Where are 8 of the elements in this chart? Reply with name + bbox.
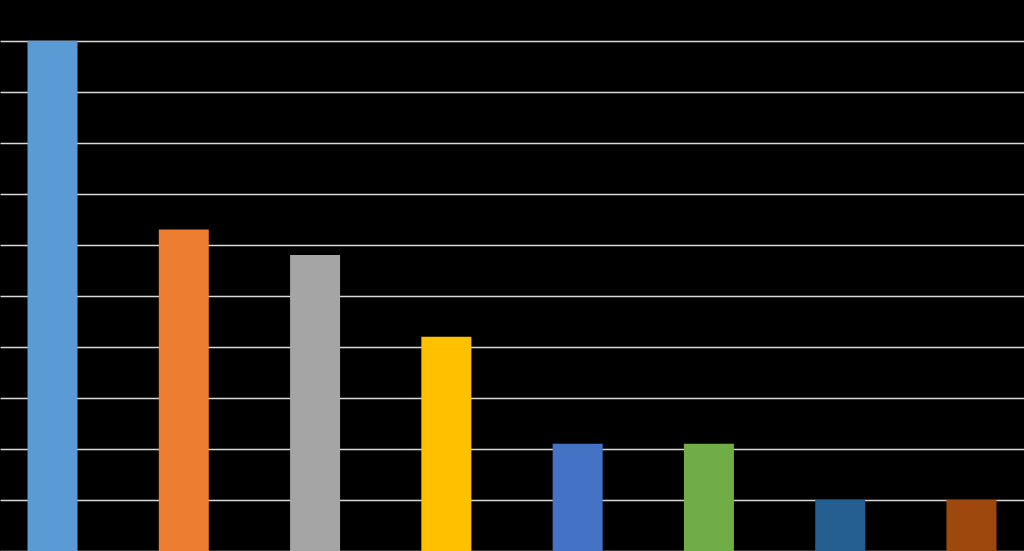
bar (815, 499, 866, 551)
bar (946, 499, 997, 551)
bar (158, 229, 209, 551)
bar (552, 443, 603, 551)
bar (290, 255, 341, 551)
bar (421, 336, 472, 551)
bar (27, 40, 78, 551)
bar (683, 443, 734, 551)
